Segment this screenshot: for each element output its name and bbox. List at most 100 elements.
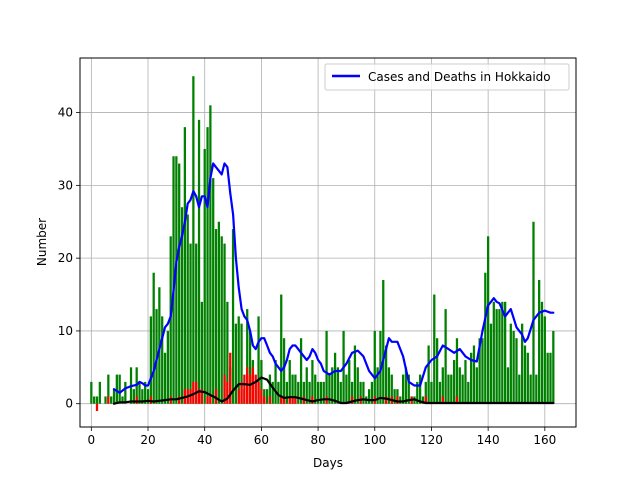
cases-bar (277, 381, 280, 404)
deaths-bar (240, 381, 243, 404)
cases-bar (331, 367, 334, 404)
cases-bar (345, 374, 348, 404)
cases-bar (183, 127, 187, 404)
cases-bar (438, 381, 442, 404)
cases-bar (492, 301, 495, 404)
cases-bar (467, 381, 470, 404)
cases-bar (540, 301, 544, 404)
x-tick-label: 60 (254, 433, 269, 447)
cases-bar (441, 367, 444, 404)
deaths-bar (260, 389, 263, 404)
deaths-bar (209, 396, 212, 404)
cases-bar (495, 309, 498, 404)
x-tick-label: 160 (533, 433, 556, 447)
cases-bar (356, 367, 359, 404)
deaths-bar (257, 381, 260, 404)
cases-bar (118, 374, 121, 404)
cases-bar (214, 229, 218, 404)
deaths-bar (206, 396, 209, 404)
series-lines (112, 162, 555, 405)
cases-bar (515, 338, 518, 404)
cases-bar (418, 374, 422, 404)
deaths-bar (350, 396, 354, 404)
cases-bar (297, 381, 300, 404)
deaths-bar (291, 396, 294, 404)
x-axis-label: Days (313, 456, 343, 470)
cases-bar (112, 389, 116, 404)
cases-bar (175, 156, 178, 404)
cases-bar (526, 352, 529, 404)
cases-bar (305, 367, 308, 404)
deaths-bar (268, 396, 272, 404)
deaths-bar (396, 396, 399, 404)
cases-bar (203, 148, 206, 404)
cases-bar (231, 229, 235, 404)
deaths-bar (226, 381, 229, 404)
cases-bar (472, 345, 476, 404)
cases-bar (461, 374, 464, 404)
cases-bar (407, 374, 410, 404)
cases-bar (421, 396, 425, 404)
cases-bar (240, 323, 243, 404)
cases-bar (404, 367, 408, 404)
cases-bar (538, 279, 541, 404)
cases-bar (478, 338, 481, 404)
cases-bar (362, 381, 365, 404)
cases-bar (370, 381, 374, 404)
legend-box (324, 63, 570, 91)
cases-bar (265, 389, 269, 404)
y-tick-label: 10 (58, 324, 73, 338)
cases-bar (115, 374, 118, 404)
deaths-bar (107, 396, 110, 404)
deaths-bar (280, 396, 283, 404)
cases-bar (475, 367, 478, 404)
deaths-bar (311, 396, 314, 404)
cases-bar (399, 396, 402, 404)
deaths-bar (251, 367, 255, 404)
deaths-bar (197, 389, 201, 404)
cases-average-line (112, 162, 555, 394)
cases-bar (489, 323, 493, 404)
cases-bar (209, 105, 212, 404)
cases-bar (452, 360, 456, 404)
cases-bar (161, 316, 164, 404)
deaths-bar (243, 374, 246, 404)
legend: Cases and Deaths in Hokkaido (324, 63, 570, 91)
cases-bar (271, 381, 274, 404)
deaths-average-line (112, 376, 555, 405)
cases-bar (384, 345, 388, 404)
cases-bar (336, 367, 340, 404)
deaths-bar (229, 352, 232, 404)
cases-bar (401, 374, 405, 404)
deaths-bar (192, 381, 195, 404)
cases-bar (121, 396, 124, 404)
cases-bar (302, 381, 306, 404)
x-tick-label: 80 (310, 433, 325, 447)
cases-bar (280, 294, 283, 404)
cases-bar (430, 381, 433, 404)
cases-bar (348, 360, 351, 404)
cases-bar (223, 243, 226, 404)
deaths-bar (214, 389, 218, 404)
cases-bar (424, 381, 427, 404)
cases-bar (189, 243, 192, 404)
cases-bar (552, 330, 555, 404)
deaths-bar (294, 396, 297, 404)
deaths-bar (282, 396, 286, 404)
deaths-bar (135, 396, 138, 404)
deaths-bar (263, 396, 266, 404)
cases-bar (455, 338, 459, 404)
deaths-bar (223, 374, 226, 404)
deaths-bar (441, 396, 444, 404)
cases-bar (518, 374, 521, 404)
cases-bar (212, 178, 215, 404)
y-axis-label: Number (35, 218, 49, 266)
cases-bar (427, 345, 430, 404)
cases-bar (444, 309, 447, 404)
cases-bar (416, 381, 419, 404)
cases-bar (138, 381, 141, 404)
cases-bar (458, 367, 461, 404)
cases-bar (447, 374, 450, 404)
cases-bar (248, 330, 252, 404)
cases-bar (512, 330, 515, 404)
